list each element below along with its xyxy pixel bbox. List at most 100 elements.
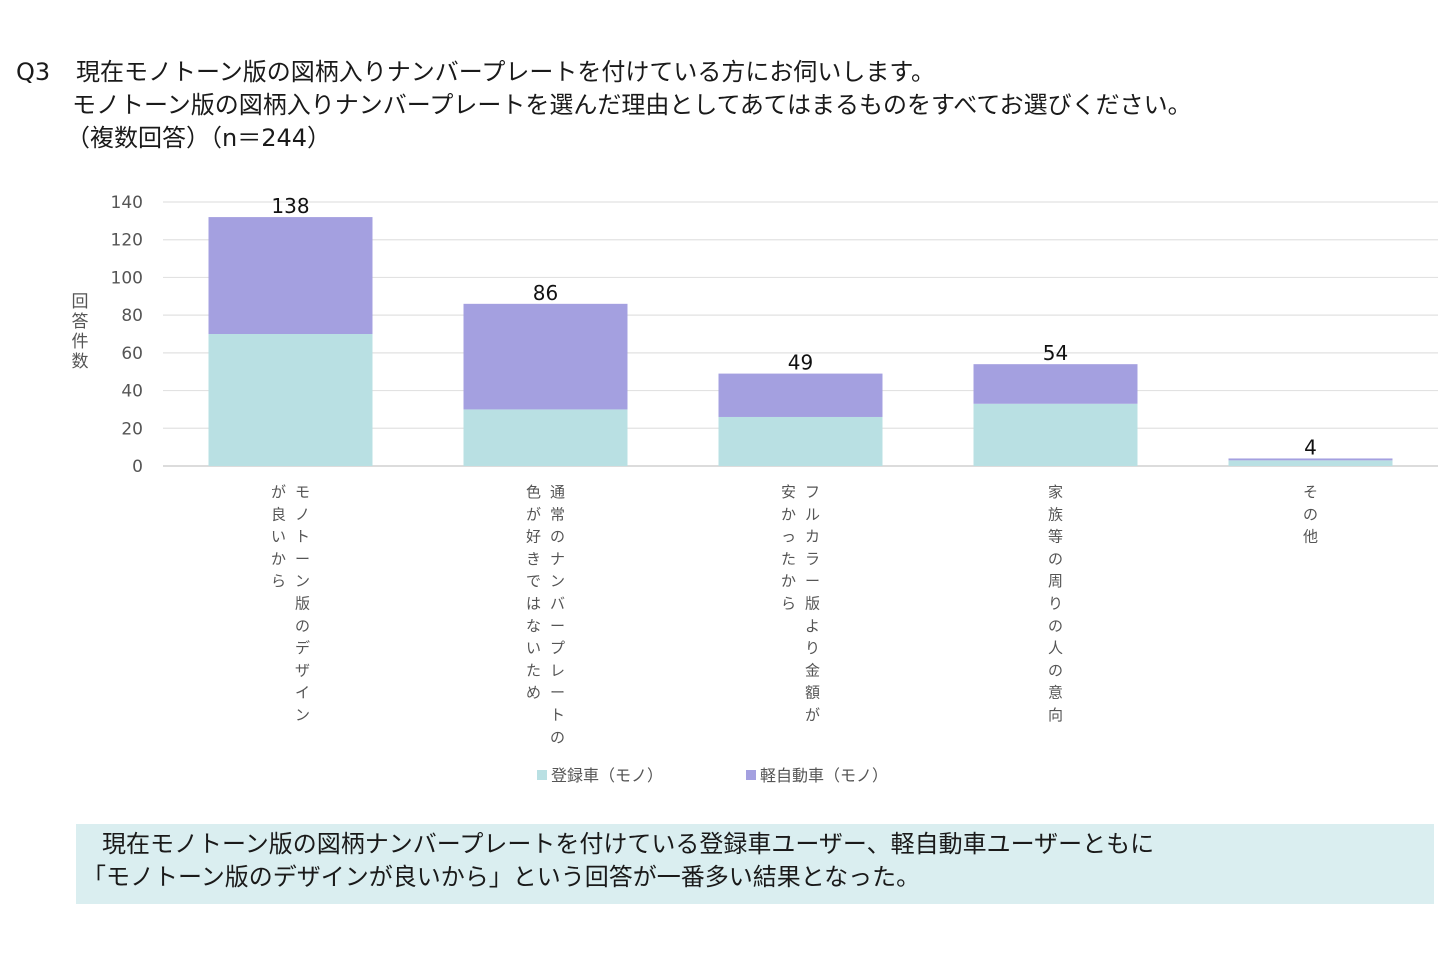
x-category-label: 金: [805, 661, 820, 679]
question-line-1: Q3 現在モノトーン版の図柄入りナンバープレートを付けている方にお伺いします。: [16, 56, 1192, 89]
x-category-label: が: [271, 483, 286, 501]
bar-segment-kei: [463, 303, 628, 410]
y-tick-label: 140: [111, 193, 143, 213]
x-category-label: 家: [1048, 483, 1063, 501]
legend-swatch: [537, 770, 547, 780]
legend-swatch: [746, 770, 756, 780]
x-category-label: イ: [295, 684, 310, 702]
y-axis-label: 件: [72, 332, 89, 352]
question-block: Q3 現在モノトーン版の図柄入りナンバープレートを付けている方にお伺いします。 モ…: [16, 56, 1192, 155]
stacked-bar-chart: 020406080100120140回答件数138モノトーン版のデザインが良いか…: [72, 193, 1438, 785]
x-category-label: の: [1048, 617, 1063, 635]
x-category-label: 周: [1048, 572, 1063, 590]
x-category-label: デ: [295, 639, 310, 657]
x-category-label: か: [781, 505, 796, 523]
bar-segment-registered: [1228, 460, 1393, 466]
x-category-label: っ: [781, 528, 796, 546]
y-axis-label: 数: [72, 352, 89, 372]
x-category-label: 意: [1048, 684, 1063, 702]
x-category-label: 版: [295, 595, 310, 613]
bar-total-label: 4: [1304, 435, 1317, 459]
x-category-label: ン: [295, 572, 310, 590]
x-category-label: レ: [550, 661, 565, 679]
x-category-label: バ: [550, 595, 565, 613]
y-tick-label: 60: [121, 344, 143, 364]
x-category-label: 良: [271, 505, 286, 523]
x-category-label: フ: [805, 483, 820, 501]
bar-total-label: 138: [271, 194, 309, 218]
bar-total-label: 86: [533, 281, 558, 305]
x-category-label: そ: [1303, 483, 1318, 501]
question-text-1: 現在モノトーン版の図柄入りナンバープレートを付けている方にお伺いします。: [76, 58, 935, 86]
x-category-label: き: [526, 550, 541, 568]
x-category-label: り: [1048, 595, 1063, 613]
y-tick-label: 120: [111, 231, 143, 251]
x-category-label: ノ: [295, 505, 310, 523]
x-category-label: い: [271, 528, 286, 546]
x-category-label: の: [550, 528, 565, 546]
x-category-label: の: [550, 728, 565, 746]
bar-segment-kei: [1228, 458, 1393, 461]
x-category-label: 他: [1303, 528, 1318, 546]
legend-label: 登録車（モノ）: [551, 766, 663, 785]
bar-total-label: 54: [1043, 341, 1068, 365]
x-category-label: ナ: [550, 550, 565, 568]
x-category-label: ン: [295, 706, 310, 724]
x-category-label: 人: [1048, 639, 1063, 657]
x-category-label: 版: [805, 595, 820, 613]
x-category-label: ン: [550, 572, 565, 590]
x-category-label: が: [526, 505, 541, 523]
summary-line-2: 「モノトーン版のデザインが良いから」という回答が一番多い結果となった。: [82, 863, 921, 891]
x-category-label: ら: [271, 572, 286, 590]
x-category-label: の: [1048, 550, 1063, 568]
x-category-label: か: [271, 550, 286, 568]
x-category-label: は: [526, 595, 541, 613]
x-category-label: ル: [805, 505, 820, 523]
x-category-label: 等: [1048, 528, 1063, 546]
x-category-label: プ: [550, 639, 565, 657]
x-category-label: の: [1048, 661, 1063, 679]
question-number: Q3: [16, 58, 51, 86]
summary-box: 現在モノトーン版の図柄ナンバープレートを付けている登録車ユーザー、軽自動車ユーザ…: [76, 824, 1434, 904]
y-axis-label: 回: [72, 292, 89, 312]
x-category-label: な: [526, 617, 541, 635]
x-category-label: ー: [805, 572, 820, 590]
x-category-label: で: [526, 572, 541, 590]
x-category-label: め: [526, 684, 541, 702]
x-category-label: が: [805, 706, 820, 724]
bar-segment-kei: [973, 364, 1138, 404]
x-category-label: た: [526, 661, 541, 679]
bar-segment-kei: [208, 217, 373, 334]
bar-segment-registered: [463, 409, 628, 466]
x-category-label: ら: [781, 595, 796, 613]
legend-label: 軽自動車（モノ）: [760, 766, 888, 785]
x-category-label: 好: [526, 528, 541, 546]
bar-total-label: 49: [788, 351, 813, 375]
bar-segment-registered: [973, 403, 1138, 466]
x-category-label: 向: [1048, 706, 1063, 724]
x-category-label: か: [781, 572, 796, 590]
bar-segment-kei: [718, 373, 883, 417]
x-category-label: カ: [805, 528, 820, 546]
x-category-label: よ: [805, 617, 820, 635]
x-category-label: ー: [295, 550, 310, 568]
y-tick-label: 100: [111, 268, 143, 288]
bar-segment-registered: [718, 416, 883, 466]
x-category-label: い: [526, 639, 541, 657]
x-category-label: 通: [550, 483, 565, 501]
x-category-label: 安: [781, 483, 796, 501]
y-tick-label: 40: [121, 382, 143, 402]
y-tick-label: 0: [132, 457, 143, 477]
x-category-label: 額: [805, 684, 820, 702]
bar-segment-registered: [208, 334, 373, 466]
x-category-label: ト: [550, 706, 565, 724]
x-category-label: り: [805, 639, 820, 657]
x-category-label: ト: [295, 528, 310, 546]
y-tick-label: 80: [121, 306, 143, 326]
x-category-label: ラ: [805, 550, 820, 568]
x-category-label: ー: [550, 684, 565, 702]
x-category-label: の: [1303, 505, 1318, 523]
x-category-label: ザ: [295, 661, 310, 679]
y-axis-label: 答: [72, 312, 89, 332]
question-line-2: モノトーン版の図柄入りナンバープレートを選んだ理由としてあてはまるものをすべてお…: [72, 91, 1192, 119]
